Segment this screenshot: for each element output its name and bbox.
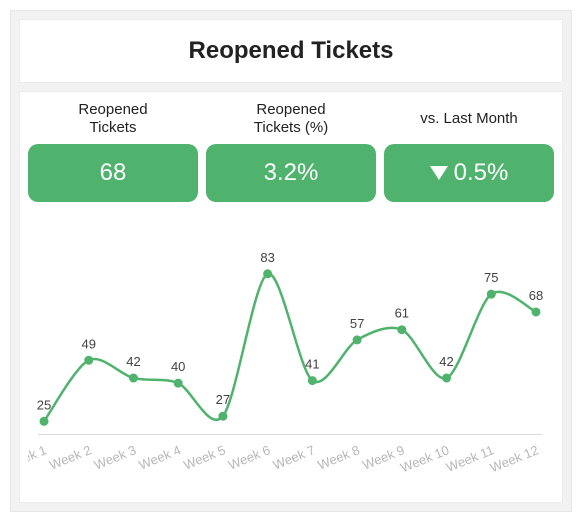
body-card: Reopened Tickets 68 Reopened Tickets (%)… [19, 91, 563, 503]
svg-text:Week 3: Week 3 [92, 442, 138, 472]
reopened-tickets-chart: 254942402783415761427568Week 1Week 2Week… [28, 220, 554, 498]
svg-text:49: 49 [81, 336, 95, 351]
svg-text:41: 41 [305, 357, 319, 372]
metric-value-pill: 3.2% [206, 144, 376, 202]
metric-label: Reopened Tickets (%) [254, 100, 328, 138]
title-card: Reopened Tickets [19, 19, 563, 83]
metric-reopened-tickets: Reopened Tickets 68 [28, 100, 198, 202]
metric-value: 3.2% [264, 159, 319, 187]
svg-text:Week 11: Week 11 [444, 442, 496, 475]
svg-text:27: 27 [216, 392, 230, 407]
metric-value-pill: 68 [28, 144, 198, 202]
widget-panel: Reopened Tickets Reopened Tickets 68 Reo… [10, 10, 572, 512]
trend-down-icon [430, 166, 448, 180]
svg-text:Week 4: Week 4 [137, 442, 183, 472]
svg-text:75: 75 [484, 270, 498, 285]
metric-value-pill: 0.5% [384, 144, 554, 202]
svg-text:42: 42 [439, 354, 453, 369]
metric-value: 0.5% [454, 159, 509, 187]
page-title: Reopened Tickets [189, 37, 394, 65]
metric-label: Reopened Tickets [78, 100, 147, 138]
svg-text:57: 57 [350, 316, 364, 331]
svg-text:40: 40 [171, 359, 185, 374]
svg-text:25: 25 [37, 397, 51, 412]
svg-text:Week 1: Week 1 [28, 442, 49, 472]
svg-text:Week 6: Week 6 [226, 442, 272, 472]
svg-text:42: 42 [126, 354, 140, 369]
svg-text:Week 7: Week 7 [271, 442, 317, 472]
metrics-row: Reopened Tickets 68 Reopened Tickets (%)… [28, 100, 554, 202]
widget-outer: Reopened Tickets Reopened Tickets 68 Reo… [0, 0, 582, 522]
svg-text:Week 10: Week 10 [398, 442, 451, 475]
svg-text:Week 2: Week 2 [47, 442, 93, 472]
svg-text:Week 5: Week 5 [181, 442, 227, 472]
svg-text:61: 61 [395, 306, 409, 321]
metric-value: 68 [100, 159, 127, 187]
metric-reopened-pct: Reopened Tickets (%) 3.2% [206, 100, 376, 202]
svg-text:Week 9: Week 9 [360, 442, 406, 472]
metric-vs-last-month: vs. Last Month 0.5% [384, 100, 554, 202]
svg-text:Week 12: Week 12 [488, 442, 541, 475]
line-chart-svg: 254942402783415761427568Week 1Week 2Week… [28, 220, 552, 482]
metric-label: vs. Last Month [420, 100, 518, 138]
svg-text:68: 68 [529, 288, 543, 303]
svg-text:Week 8: Week 8 [316, 442, 362, 472]
svg-text:83: 83 [260, 250, 274, 265]
